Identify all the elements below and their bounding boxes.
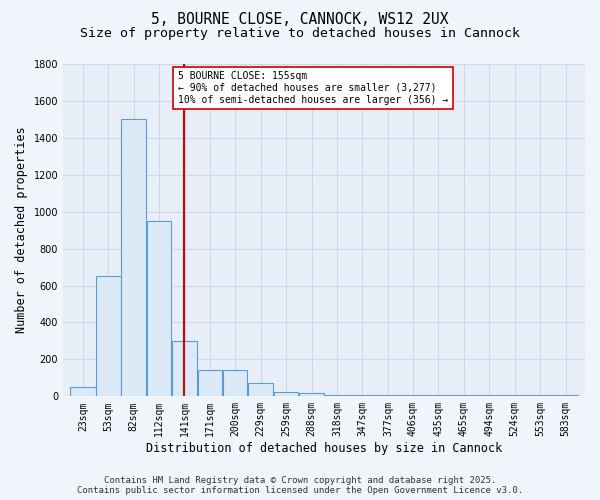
Bar bbox=[121, 120, 146, 396]
Bar bbox=[70, 387, 95, 396]
Bar bbox=[223, 370, 247, 396]
Text: 5, BOURNE CLOSE, CANNOCK, WS12 2UX: 5, BOURNE CLOSE, CANNOCK, WS12 2UX bbox=[151, 12, 449, 28]
Bar bbox=[248, 384, 273, 396]
Bar bbox=[147, 221, 172, 396]
Bar bbox=[172, 341, 197, 396]
Bar bbox=[198, 370, 223, 396]
Bar bbox=[96, 276, 121, 396]
Bar bbox=[274, 392, 298, 396]
Text: Contains HM Land Registry data © Crown copyright and database right 2025.
Contai: Contains HM Land Registry data © Crown c… bbox=[77, 476, 523, 495]
X-axis label: Distribution of detached houses by size in Cannock: Distribution of detached houses by size … bbox=[146, 442, 502, 455]
Text: Size of property relative to detached houses in Cannock: Size of property relative to detached ho… bbox=[80, 28, 520, 40]
Bar bbox=[299, 392, 324, 396]
Text: 5 BOURNE CLOSE: 155sqm
← 90% of detached houses are smaller (3,277)
10% of semi-: 5 BOURNE CLOSE: 155sqm ← 90% of detached… bbox=[178, 72, 448, 104]
Y-axis label: Number of detached properties: Number of detached properties bbox=[15, 127, 28, 334]
